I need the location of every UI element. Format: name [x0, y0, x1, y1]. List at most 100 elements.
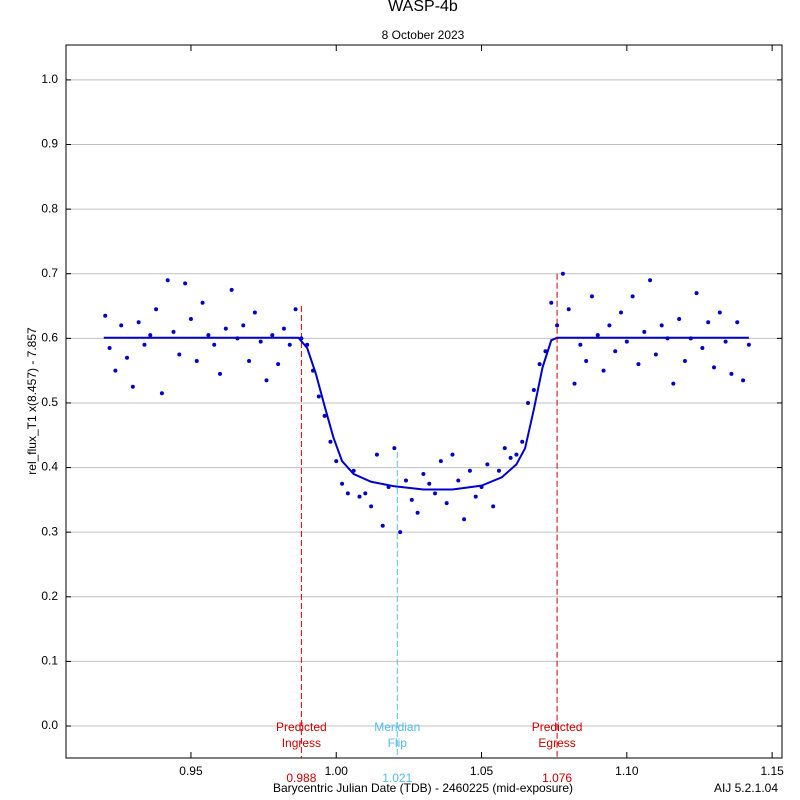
x-axis-label: Barycentric Julian Date (TDB) - 2460225 … [273, 781, 573, 795]
data-point [746, 342, 751, 347]
data-point [508, 455, 513, 460]
data-point [427, 481, 432, 486]
data-point [188, 316, 193, 321]
data-point [648, 278, 653, 283]
data-point [200, 300, 205, 305]
footer: AIJ 5.2.1.04 [714, 781, 778, 795]
data-point [148, 333, 153, 338]
data-point [433, 491, 438, 496]
data-point [473, 494, 478, 499]
data-point [671, 381, 676, 386]
y-tick-label: 0.4 [41, 460, 58, 474]
data-point [566, 307, 571, 312]
data-point [706, 320, 711, 325]
data-point [136, 320, 141, 325]
data-point [206, 333, 211, 338]
data-point [223, 326, 228, 331]
data-point [735, 320, 740, 325]
data-point [241, 323, 246, 328]
data-point [619, 310, 624, 315]
data-point [369, 504, 374, 509]
data-point [537, 362, 542, 367]
y-tick-label: 0.7 [41, 266, 58, 280]
data-point [119, 323, 124, 328]
data-point [328, 439, 333, 444]
data-point [107, 346, 112, 351]
model-line [103, 336, 749, 491]
data-point [130, 384, 135, 389]
data-point [729, 371, 734, 376]
data-point [659, 323, 664, 328]
data-point [293, 307, 298, 312]
data-point [171, 329, 176, 334]
data-point [694, 291, 699, 296]
data-point [287, 342, 292, 347]
data-point [392, 446, 397, 451]
y-axis-label: rel_flux_T1 x(8.457) - 7.857 [25, 327, 39, 475]
marker-text: Predicted [532, 720, 583, 734]
data-point [502, 446, 507, 451]
data-point [183, 281, 188, 286]
data-point [630, 294, 635, 299]
data-point [607, 323, 612, 328]
y-tick-label: 0.3 [41, 524, 58, 538]
data-point [741, 378, 746, 383]
x-tick-label: 1.00 [325, 764, 349, 778]
y-tick-label: 0.8 [41, 201, 58, 215]
data-point [700, 346, 705, 351]
data-point [572, 381, 577, 386]
data-point [247, 358, 252, 363]
data-point [252, 310, 257, 315]
data-point [142, 342, 147, 347]
x-tick-label: 1.15 [760, 764, 784, 778]
x-tick-label: 1.10 [615, 764, 639, 778]
data-point [526, 400, 531, 405]
marker-text: Predicted [276, 720, 327, 734]
data-point [322, 413, 327, 418]
marker-value: 1.076 [542, 771, 572, 785]
data-point [334, 459, 339, 464]
data-point [717, 310, 722, 315]
data-point [601, 368, 606, 373]
data-point [340, 481, 345, 486]
data-point [491, 504, 496, 509]
data-point [345, 491, 350, 496]
data-point [613, 349, 618, 354]
data-point [485, 462, 490, 467]
data-point [595, 333, 600, 338]
y-tick-label: 0.2 [41, 589, 58, 603]
data-point [444, 501, 449, 506]
y-tick-label: 0.6 [41, 331, 58, 345]
data-point [712, 365, 717, 370]
data-point [194, 358, 199, 363]
data-point [578, 342, 583, 347]
data-point [270, 333, 275, 338]
data-point [409, 497, 414, 502]
plot-frame [65, 44, 783, 759]
y-tick-label: 0.0 [41, 718, 58, 732]
y-tick-label: 0.1 [41, 654, 58, 668]
x-tick-label: 0.95 [179, 764, 203, 778]
data-point [682, 358, 687, 363]
data-point [276, 362, 281, 367]
data-point [560, 271, 565, 276]
data-point [496, 468, 501, 473]
data-point [154, 307, 159, 312]
data-point [723, 339, 728, 344]
data-point [421, 472, 426, 477]
data-point [212, 342, 217, 347]
data-point [363, 491, 368, 496]
marker-text: Ingress [282, 736, 321, 750]
data-point [642, 329, 647, 334]
data-point [549, 300, 554, 305]
data-point [258, 339, 263, 344]
chart-subtitle: 8 October 2023 [382, 28, 465, 42]
data-point [467, 468, 472, 473]
data-point [357, 494, 362, 499]
marker-value: 0.988 [286, 771, 316, 785]
data-point [380, 523, 385, 528]
data-point [316, 394, 321, 399]
